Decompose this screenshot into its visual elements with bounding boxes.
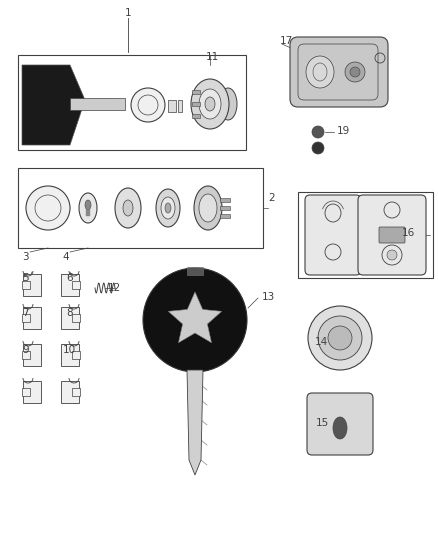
Ellipse shape bbox=[194, 186, 222, 230]
Circle shape bbox=[308, 306, 372, 370]
Bar bbox=[22, 281, 30, 289]
Bar bbox=[23, 344, 41, 366]
Text: 10: 10 bbox=[63, 345, 76, 355]
FancyBboxPatch shape bbox=[358, 195, 426, 275]
Ellipse shape bbox=[79, 193, 97, 223]
Bar bbox=[70, 98, 125, 110]
Text: 7: 7 bbox=[22, 308, 28, 318]
Polygon shape bbox=[187, 370, 203, 475]
Bar bbox=[61, 307, 79, 329]
Circle shape bbox=[312, 126, 324, 138]
Bar bbox=[192, 102, 200, 106]
Bar bbox=[220, 198, 230, 202]
Ellipse shape bbox=[306, 56, 334, 88]
Ellipse shape bbox=[199, 194, 217, 222]
Text: 17: 17 bbox=[280, 36, 293, 46]
Text: 2: 2 bbox=[268, 193, 275, 203]
Bar bbox=[298, 192, 433, 278]
FancyBboxPatch shape bbox=[305, 195, 361, 275]
Bar bbox=[18, 55, 246, 150]
Bar bbox=[168, 100, 176, 112]
FancyBboxPatch shape bbox=[379, 227, 405, 243]
Bar bbox=[18, 168, 263, 248]
Circle shape bbox=[312, 142, 324, 154]
Text: 9: 9 bbox=[22, 345, 28, 355]
Bar bbox=[192, 114, 200, 118]
Ellipse shape bbox=[156, 189, 180, 227]
Bar bbox=[23, 274, 41, 296]
Text: 6: 6 bbox=[66, 273, 73, 283]
Polygon shape bbox=[22, 65, 85, 145]
Bar bbox=[22, 314, 30, 322]
Ellipse shape bbox=[333, 417, 347, 439]
Text: 16: 16 bbox=[402, 228, 415, 238]
Bar bbox=[22, 388, 30, 396]
Bar bbox=[220, 214, 230, 218]
Bar bbox=[192, 90, 200, 94]
Text: 5: 5 bbox=[22, 273, 28, 283]
Bar bbox=[187, 267, 203, 275]
Bar bbox=[72, 388, 80, 396]
Bar bbox=[86, 210, 90, 216]
Bar bbox=[61, 381, 79, 403]
Text: 13: 13 bbox=[262, 292, 275, 302]
Circle shape bbox=[350, 67, 360, 77]
Ellipse shape bbox=[219, 88, 237, 120]
Bar bbox=[72, 351, 80, 359]
Ellipse shape bbox=[191, 79, 229, 129]
Text: 8: 8 bbox=[66, 308, 73, 318]
Text: 14: 14 bbox=[315, 337, 328, 347]
Text: 3: 3 bbox=[22, 252, 28, 262]
Bar bbox=[220, 206, 230, 210]
Ellipse shape bbox=[115, 188, 141, 228]
Ellipse shape bbox=[123, 200, 133, 216]
FancyBboxPatch shape bbox=[290, 37, 388, 107]
Circle shape bbox=[143, 268, 247, 372]
Ellipse shape bbox=[85, 200, 91, 210]
Bar bbox=[23, 381, 41, 403]
Bar bbox=[23, 307, 41, 329]
Bar bbox=[61, 274, 79, 296]
Ellipse shape bbox=[165, 203, 171, 213]
Text: 15: 15 bbox=[316, 418, 329, 428]
FancyBboxPatch shape bbox=[307, 393, 373, 455]
Bar bbox=[178, 100, 182, 112]
Bar bbox=[61, 344, 79, 366]
Bar bbox=[72, 281, 80, 289]
Text: 19: 19 bbox=[337, 126, 350, 136]
Circle shape bbox=[345, 62, 365, 82]
Ellipse shape bbox=[161, 197, 175, 219]
Circle shape bbox=[26, 186, 70, 230]
Ellipse shape bbox=[205, 97, 215, 111]
Text: 4: 4 bbox=[62, 252, 69, 262]
Polygon shape bbox=[168, 292, 222, 343]
Text: 1: 1 bbox=[125, 8, 132, 18]
Text: 11: 11 bbox=[206, 52, 219, 62]
Text: 12: 12 bbox=[108, 283, 121, 293]
Circle shape bbox=[387, 250, 397, 260]
Circle shape bbox=[318, 316, 362, 360]
Ellipse shape bbox=[199, 89, 221, 119]
Bar bbox=[72, 314, 80, 322]
Circle shape bbox=[131, 88, 165, 122]
Circle shape bbox=[328, 326, 352, 350]
Bar bbox=[22, 351, 30, 359]
